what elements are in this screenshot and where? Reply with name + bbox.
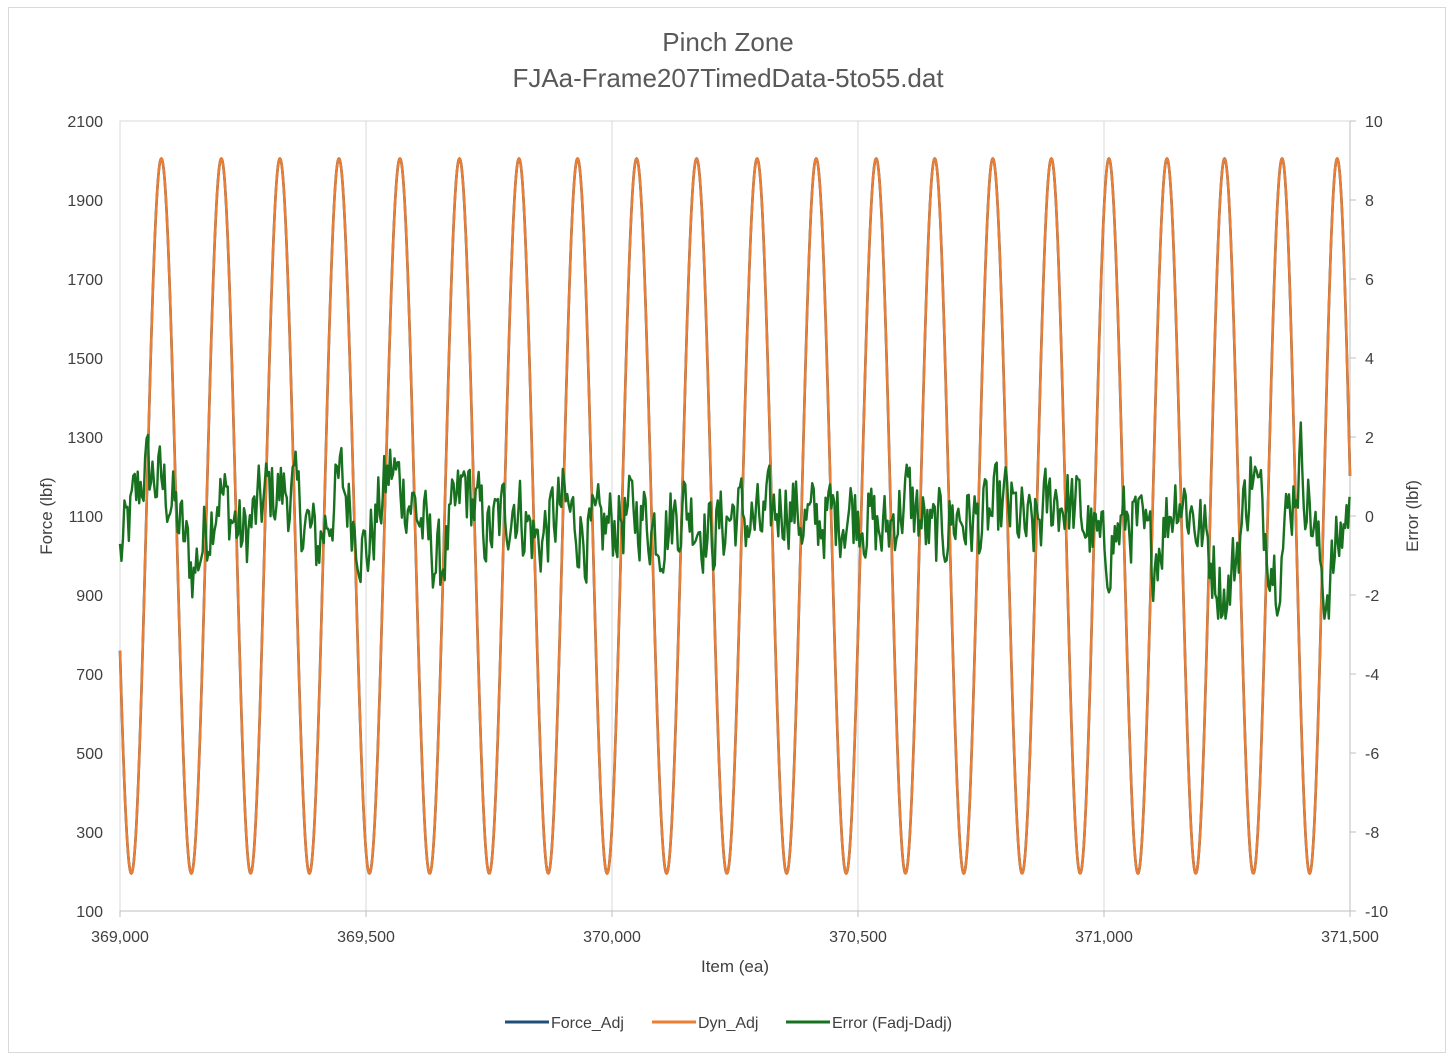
y-tick-label: 1100: [69, 509, 104, 526]
y-tick-label: 1900: [67, 193, 103, 210]
y2-axis-title: Error (lbf): [1403, 480, 1422, 552]
y2-tick-label: -4: [1365, 667, 1379, 684]
y-tick-label: 700: [76, 667, 103, 684]
x-tick-label: 369,000: [91, 929, 149, 946]
chart-title: Pinch Zone: [662, 27, 794, 57]
y-tick-label: 1500: [67, 351, 103, 368]
y-tick-label: 500: [76, 746, 103, 763]
legend: Force_Adj Dyn_Adj Error (Fadj-Dadj): [505, 1015, 952, 1032]
y2-tick-label: 4: [1365, 351, 1374, 368]
y2-tick-label: 10: [1365, 114, 1383, 131]
x-tick-label: 370,500: [829, 929, 887, 946]
legend-label-dyn-adj: Dyn_Adj: [698, 1015, 758, 1032]
x-axis-title: Item (ea): [701, 957, 769, 976]
y-tick-label: 100: [76, 904, 103, 921]
y2-tick-label: 2: [1365, 430, 1374, 447]
y2-tick-label: -8: [1365, 825, 1379, 842]
y2-axis-ticks: -10 -8 -6 -4 -2 0 2 4 6 8 10: [1349, 114, 1388, 921]
y2-tick-label: 8: [1365, 193, 1374, 210]
y2-tick-label: 6: [1365, 272, 1374, 289]
series-line-error: [118, 421, 1351, 620]
x-tick-label: 371,500: [1321, 929, 1379, 946]
y2-tick-label: -6: [1365, 746, 1379, 763]
y-tick-label: 900: [76, 588, 103, 605]
y-axis-title: Force (lbf): [37, 477, 56, 554]
y-tick-label: 1300: [67, 430, 103, 447]
y2-tick-label: -2: [1365, 588, 1379, 605]
y2-tick-label: 0: [1365, 509, 1374, 526]
x-tick-label: 371,000: [1075, 929, 1133, 946]
series-line-dyn-adj: [118, 157, 1352, 875]
legend-label-error-fadj-dadj: Error (Fadj-Dadj): [832, 1015, 952, 1032]
x-axis-ticks: 369,000 369,500 370,000 370,500 371,000 371,5…: [91, 910, 1379, 946]
series-layer: [118, 157, 1352, 875]
y2-tick-label: -10: [1365, 904, 1388, 921]
y-tick-label: 1700: [67, 272, 103, 289]
x-tick-label: 370,000: [583, 929, 641, 946]
y-axis-ticks: 100 300 500 700 900 1100 1300 1500 1700 1900 2100: [67, 114, 103, 921]
legend-label-force-adj: Force_Adj: [551, 1015, 624, 1032]
chart-subtitle: FJAa-Frame207TimedData-5to55.dat: [512, 63, 944, 93]
y-tick-label: 300: [76, 825, 103, 842]
y-tick-label: 2100: [67, 114, 103, 131]
x-tick-label: 369,500: [337, 929, 395, 946]
